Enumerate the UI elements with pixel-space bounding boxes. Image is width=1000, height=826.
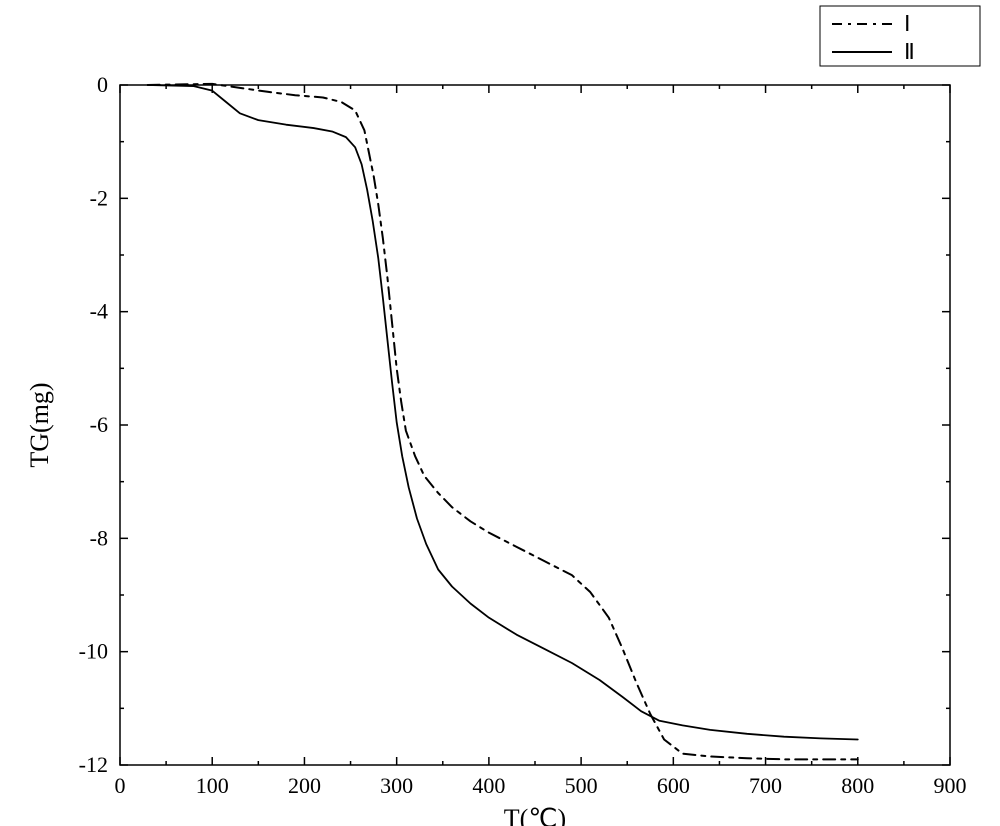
- x-tick-label: 400: [472, 773, 505, 798]
- x-tick-label: 200: [288, 773, 321, 798]
- y-tick-label: -8: [90, 525, 108, 550]
- y-axis-title: TG(mg): [25, 382, 54, 467]
- x-tick-label: 500: [565, 773, 598, 798]
- x-tick-label: 100: [196, 773, 229, 798]
- y-tick-label: 0: [97, 72, 108, 97]
- x-tick-label: 0: [115, 773, 126, 798]
- y-tick-label: -10: [79, 639, 108, 664]
- x-tick-label: 300: [380, 773, 413, 798]
- y-tick-label: -2: [90, 185, 108, 210]
- x-tick-label: 600: [657, 773, 690, 798]
- legend-label: Ⅱ: [904, 39, 915, 64]
- y-tick-label: -4: [90, 299, 108, 324]
- y-tick-label: -12: [79, 752, 108, 777]
- x-tick-label: 700: [749, 773, 782, 798]
- x-axis-title: T(℃): [504, 804, 566, 826]
- chart-container: 0 100 200 300 400 500 600 700 800 900 0 -2 -4 -6 -8 -10…: [0, 0, 1000, 826]
- legend-label: Ⅰ: [904, 11, 911, 36]
- x-tick-label: 900: [934, 773, 967, 798]
- x-tick-label: 800: [841, 773, 874, 798]
- y-tick-label: -6: [90, 412, 108, 437]
- tg-line-chart: 0 100 200 300 400 500 600 700 800 900 0 -2 -4 -6 -8 -10…: [0, 0, 1000, 826]
